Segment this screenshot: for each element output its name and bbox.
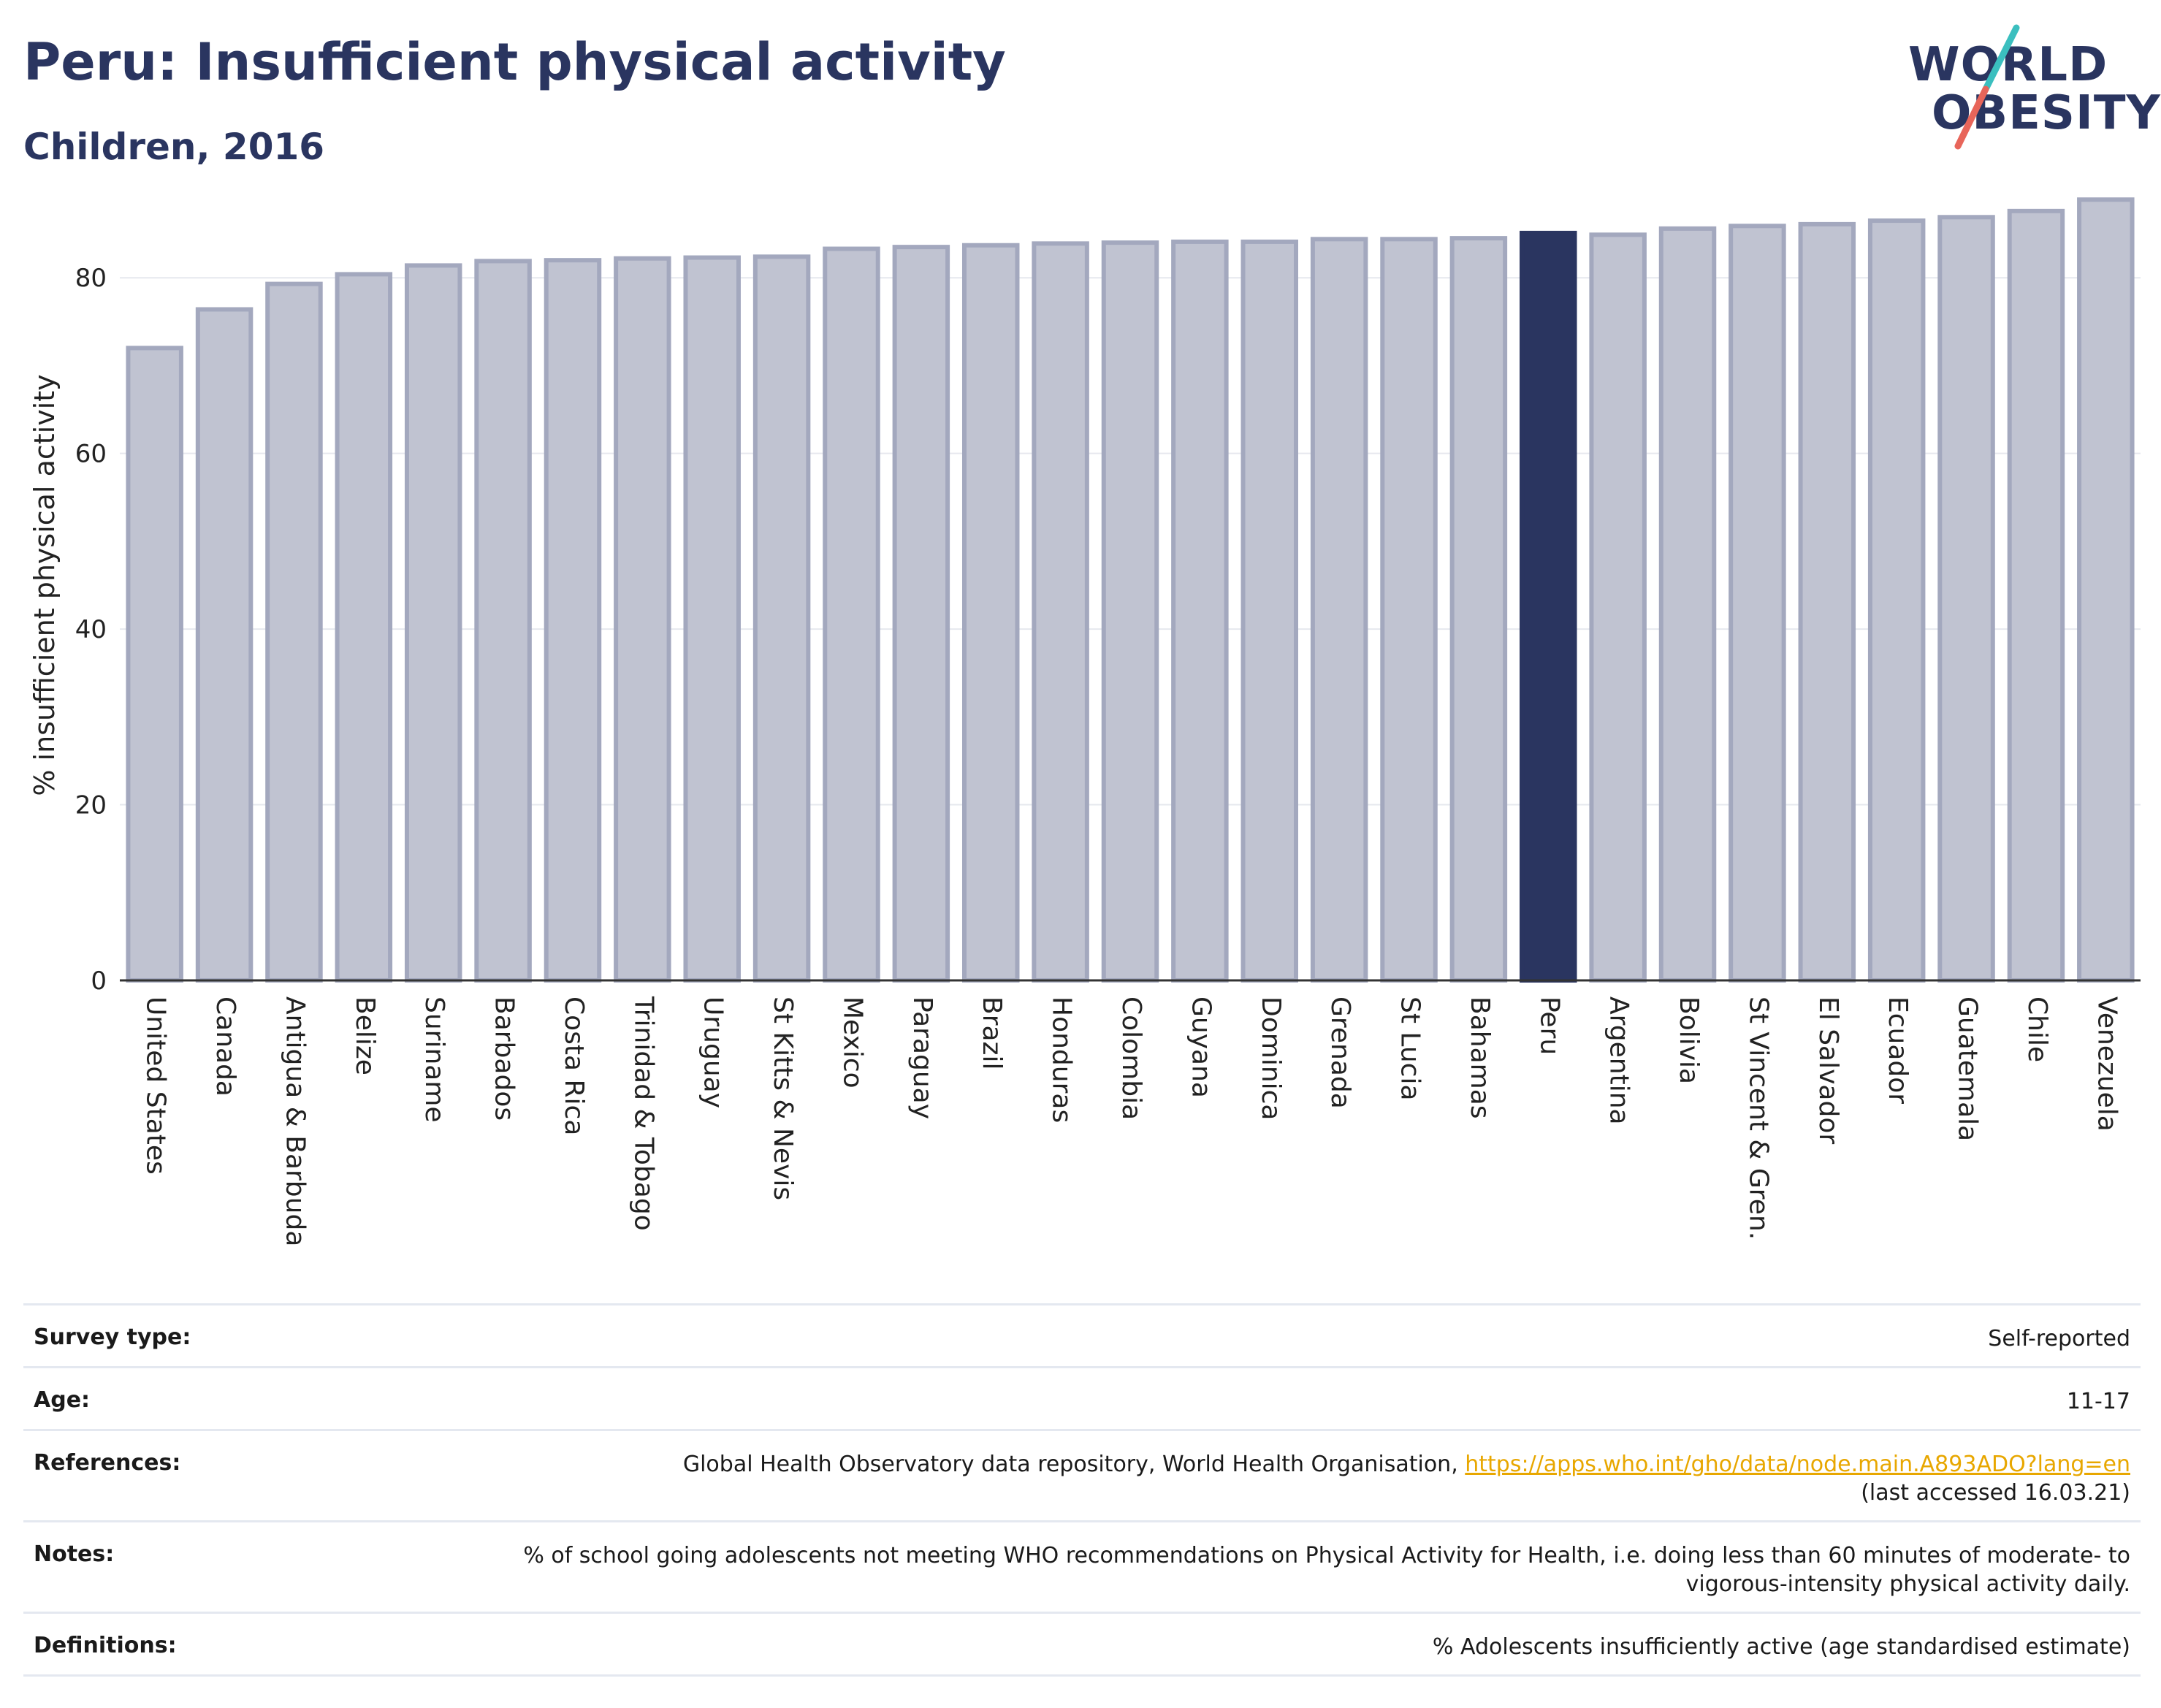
x-tick-label: Bahamas: [1465, 996, 1495, 1119]
x-tick-label: Ecuador: [1883, 996, 1913, 1104]
references-link[interactable]: https://apps.who.int/gho/data/node.main.…: [1465, 1452, 2130, 1477]
bar: [1589, 232, 1647, 983]
bar: [2077, 197, 2135, 983]
y-axis-label: % insufficient physical activity: [28, 374, 61, 796]
bar: [614, 256, 671, 983]
x-tick-label: Guatemala: [1953, 996, 1983, 1141]
bar-chart: 0 20 40 60 80 % insufficient physical activit…: [28, 197, 2141, 1246]
bar: [1449, 236, 1508, 983]
bar: [1240, 239, 1299, 983]
metadata-table: Survey type: Self-reported Age: 11-17 Re…: [23, 1303, 2141, 1677]
world-obesity-logo: WORLD OBESITY: [1899, 22, 2160, 153]
bar: [1171, 239, 1229, 983]
references-label: References:: [34, 1450, 181, 1476]
meta-row-references: References: Global Health Observatory da…: [23, 1429, 2141, 1520]
bar: [823, 246, 880, 983]
references-text: Global Health Observatory data repositor…: [682, 1452, 1466, 1477]
x-tick-label: Chile: [2022, 996, 2052, 1062]
y-tick-label: 20: [75, 791, 107, 820]
bar: [1310, 237, 1368, 983]
x-tick-label: Venezuela: [2092, 996, 2122, 1132]
notes-value: % of school going adolescents not meetin…: [523, 1543, 2130, 1597]
meta-row-survey-type: Survey type: Self-reported: [23, 1303, 2141, 1366]
x-tick-label: Brazil: [977, 996, 1007, 1070]
definitions-label: Definitions:: [34, 1633, 177, 1658]
x-tick-label: Antigua & Barbuda: [280, 996, 310, 1246]
x-tick-label: Canada: [210, 996, 240, 1097]
x-tick-label: Costa Rica: [559, 996, 589, 1135]
bar: [1101, 240, 1159, 983]
bar-highlighted: [1520, 230, 1577, 983]
bar: [1729, 224, 1786, 983]
x-tick-label: Peru: [1534, 996, 1564, 1055]
survey-type-label: Survey type:: [34, 1324, 191, 1350]
bar: [195, 307, 254, 983]
bar: [1798, 221, 1856, 983]
bar: [1937, 215, 1995, 983]
survey-type-value: Self-reported: [1988, 1326, 2130, 1351]
age-label: Age:: [34, 1387, 91, 1413]
meta-row-age: Age: 11-17: [23, 1366, 2141, 1429]
x-tick-label: Bolivia: [1674, 996, 1704, 1084]
x-tick-label: Guyana: [1186, 996, 1216, 1098]
x-tick-label: Paraguay: [907, 996, 937, 1119]
page-subtitle: Children, 2016: [23, 126, 325, 168]
bar: [892, 245, 950, 983]
x-tick-label: El Salvador: [1813, 996, 1843, 1144]
bar: [335, 272, 393, 983]
x-tick-label: Belize: [350, 996, 380, 1075]
meta-row-definitions: Definitions: % Adolescents insufficientl…: [23, 1612, 2141, 1677]
x-tick-label: Suriname: [419, 996, 449, 1123]
page-title: Peru: Insufficient physical activity: [23, 32, 1006, 92]
x-tick-label: Uruguay: [698, 996, 728, 1108]
bar: [752, 254, 811, 983]
x-tick-label: St Vincent & Gren.: [1743, 996, 1773, 1240]
x-tick-label: Grenada: [1325, 996, 1355, 1109]
notes-label: Notes:: [34, 1541, 115, 1567]
x-tick-label: Barbados: [489, 996, 519, 1121]
y-tick-label: 60: [75, 440, 107, 469]
bar: [404, 263, 462, 983]
x-tick-label: Argentina: [1604, 996, 1634, 1125]
x-tick-label: St Kitts & Nevis: [768, 996, 798, 1200]
bar: [544, 258, 602, 983]
meta-row-notes: Notes: % of school going adolescents not…: [23, 1520, 2141, 1612]
logo-slash-icon: [1954, 24, 2020, 150]
references-value: Global Health Observatory data repositor…: [683, 1450, 2130, 1507]
definitions-value: % Adolescents insufficiently active (age…: [1432, 1634, 2130, 1660]
bar: [1658, 226, 1717, 983]
x-tick-label: Trinidad & Tobago: [628, 996, 658, 1231]
bar: [474, 259, 532, 983]
age-value: 11-17: [2066, 1389, 2130, 1414]
bar: [683, 255, 741, 983]
x-tick-label: St Lucia: [1395, 996, 1425, 1101]
y-tick-label: 0: [91, 967, 107, 996]
logo-line-2: OBESITY: [1932, 86, 2161, 140]
bar: [1032, 241, 1089, 983]
x-tick-label: Mexico: [837, 996, 867, 1089]
x-tick-label: United States: [141, 996, 171, 1175]
bar: [126, 346, 183, 983]
x-tick-label: Colombia: [1116, 996, 1146, 1120]
y-tick-label: 80: [75, 264, 107, 293]
bar: [961, 243, 1020, 983]
bar: [1867, 218, 1926, 983]
y-tick-label: 40: [75, 615, 107, 644]
bar: [265, 281, 323, 983]
x-tick-label: Dominica: [1256, 996, 1286, 1121]
x-tick-label: Honduras: [1047, 996, 1077, 1123]
references-accessed: (last accessed 16.03.21): [1861, 1480, 2130, 1506]
bar: [1380, 237, 1438, 983]
bar: [2007, 208, 2065, 983]
